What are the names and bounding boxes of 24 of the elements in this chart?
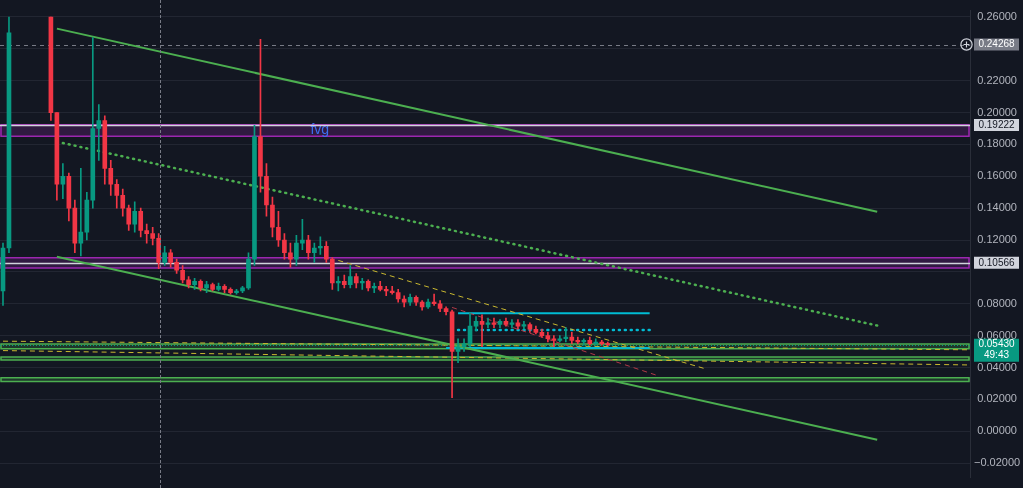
candlestick — [335, 276, 341, 292]
y-tick-label: 0.26000 — [977, 10, 1017, 22]
y-tick-label: 0.00000 — [977, 424, 1017, 437]
y-tick-label: 0.04000 — [977, 360, 1017, 373]
y-tick-label: 0.18000 — [977, 137, 1017, 150]
ref-line-label: 0.24268 — [978, 38, 1016, 50]
y-tick-label: 0.08000 — [977, 296, 1017, 309]
y-tick-label: −0.02000 — [974, 456, 1021, 469]
y-tick-label: 0.02000 — [977, 392, 1017, 405]
ref-line-label: 0.10566 — [978, 256, 1016, 268]
y-tick-label: 0.16000 — [977, 169, 1017, 182]
candlestick — [551, 335, 557, 348]
ref-line-label: 0.19222 — [978, 118, 1016, 130]
candlestick — [359, 277, 365, 290]
y-tick-label: 0.22000 — [977, 73, 1017, 86]
y-tick-label: 0.20000 — [977, 105, 1017, 118]
y-tick-label: 0.06000 — [977, 328, 1017, 341]
band-label: fvg — [310, 121, 330, 138]
text: 49:43 — [983, 349, 1010, 361]
y-tick-label: 0.12000 — [977, 233, 1017, 246]
ref-line-label: 0.05430 — [978, 338, 1016, 350]
candlestick — [371, 282, 377, 293]
candlestick — [60, 163, 66, 199]
y-tick-label: 0.14000 — [977, 201, 1017, 214]
